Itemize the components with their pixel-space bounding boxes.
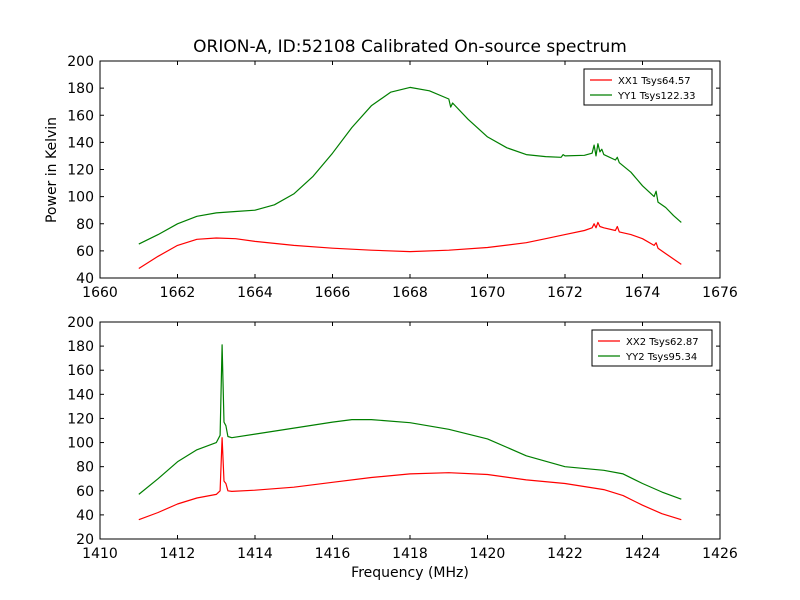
series-line-1 — [138, 221, 682, 270]
x-tick-label: 1668 — [392, 285, 428, 301]
y-tick-label: 180 — [67, 339, 94, 355]
legend-label: XX1 Tsys64.57 — [618, 76, 691, 87]
y-tick-label: 100 — [67, 436, 94, 452]
x-tick-label: 1662 — [160, 285, 196, 301]
x-tick-label: 1666 — [315, 285, 351, 301]
x-axis-label: Frequency (MHz) — [351, 565, 469, 581]
y-tick-label: 200 — [67, 54, 94, 70]
y-tick-label: 80 — [76, 460, 94, 476]
bottom-spectrum-panel: Frequency (MHz) 1410 1412 1414 1416 1418 1420… — [67, 315, 738, 581]
series-lines — [138, 86, 682, 270]
legend: XX1 Tsys64.57 YY1 Tsys122.33 — [583, 68, 713, 106]
x-tick-label: 1424 — [625, 546, 661, 562]
y-tick-label: 120 — [67, 411, 94, 427]
series-lines — [138, 344, 682, 521]
y-tick-label: 60 — [76, 244, 94, 260]
series-line-2 — [138, 344, 682, 500]
y-tick-label: 140 — [67, 387, 94, 403]
y-axis-label: Power in Kelvin — [44, 117, 60, 223]
x-tick-label: 1412 — [160, 546, 196, 562]
series-line-2 — [138, 86, 682, 245]
top-spectrum-panel: ORION-A, ID:52108 Calibrated On-source s… — [44, 37, 738, 301]
legend-box — [591, 329, 713, 367]
legend: XX2 Tsys62.87 YY2 Tsys95.34 — [591, 329, 713, 367]
y-tick-label: 160 — [67, 363, 94, 379]
x-tick-label: 1416 — [315, 546, 351, 562]
x-tick-label: 1410 — [82, 546, 118, 562]
x-tick-label: 1672 — [547, 285, 583, 301]
chart-title: ORION-A, ID:52108 Calibrated On-source s… — [193, 37, 627, 57]
x-tick-label: 1422 — [547, 546, 583, 562]
series-line-1 — [138, 437, 682, 521]
y-tick-label: 140 — [67, 135, 94, 151]
x-tick-label: 1664 — [237, 285, 273, 301]
y-tick-label: 180 — [67, 81, 94, 97]
y-tick-label: 40 — [76, 271, 94, 287]
y-tick-label: 20 — [76, 532, 94, 548]
legend-box — [583, 68, 713, 106]
legend-label: YY2 Tsys95.34 — [625, 352, 697, 363]
x-tick-label: 1676 — [702, 285, 738, 301]
y-tick-label: 40 — [76, 508, 94, 524]
x-tick-label: 1414 — [237, 546, 273, 562]
y-tick-label: 80 — [76, 217, 94, 233]
x-tick-label: 1426 — [702, 546, 738, 562]
x-tick-label: 1674 — [625, 285, 661, 301]
x-tick-label: 1670 — [470, 285, 506, 301]
legend-label: XX2 Tsys62.87 — [626, 337, 699, 348]
y-tick-label: 60 — [76, 484, 94, 500]
y-tick-label: 200 — [67, 315, 94, 331]
x-tick-label: 1660 — [82, 285, 118, 301]
legend-label: YY1 Tsys122.33 — [617, 91, 696, 102]
y-tick-label: 160 — [67, 108, 94, 124]
y-tick-label: 120 — [67, 163, 94, 179]
y-tick-label: 100 — [67, 190, 94, 206]
x-tick-label: 1418 — [392, 546, 428, 562]
x-tick-label: 1420 — [470, 546, 506, 562]
